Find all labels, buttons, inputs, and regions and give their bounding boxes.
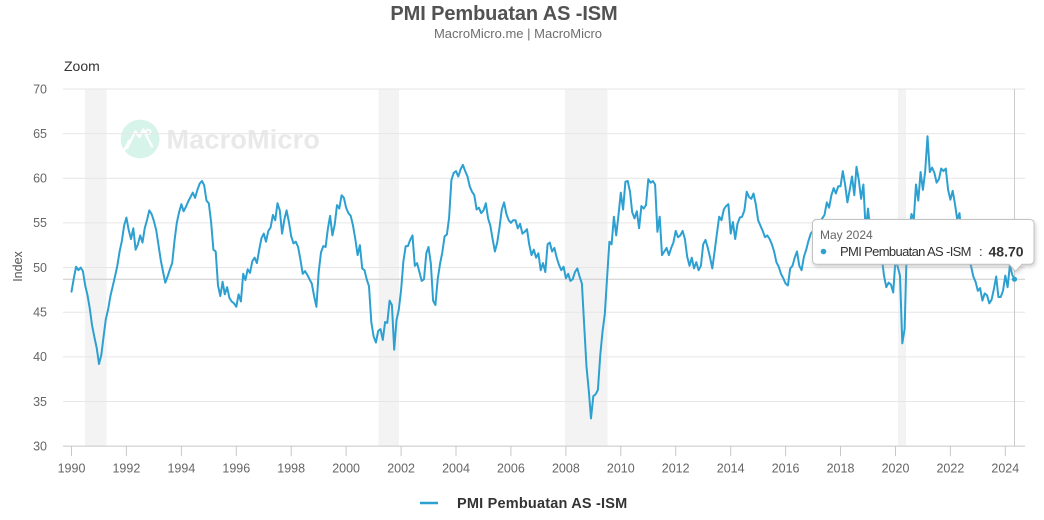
svg-text:2016: 2016 xyxy=(772,461,800,475)
svg-text:Index: Index xyxy=(11,250,25,281)
svg-text:2010: 2010 xyxy=(607,461,635,475)
svg-text:1996: 1996 xyxy=(222,461,250,475)
svg-text:MacroMicro.me | MacroMicro: MacroMicro.me | MacroMicro xyxy=(434,26,602,41)
svg-text:2020: 2020 xyxy=(882,461,910,475)
svg-text::: : xyxy=(979,244,983,259)
svg-text:Zoom: Zoom xyxy=(64,58,100,74)
svg-text:PMI Pembuatan AS -ISM: PMI Pembuatan AS -ISM xyxy=(840,244,971,259)
svg-text:2022: 2022 xyxy=(936,461,964,475)
svg-text:1992: 1992 xyxy=(112,461,140,475)
svg-text:2014: 2014 xyxy=(717,461,745,475)
svg-text:70: 70 xyxy=(33,82,47,96)
svg-text:55: 55 xyxy=(33,216,47,230)
svg-text:48.70: 48.70 xyxy=(989,243,1024,259)
svg-text:45: 45 xyxy=(33,305,47,319)
svg-text:MacroMicro: MacroMicro xyxy=(167,125,321,155)
svg-text:2004: 2004 xyxy=(442,461,470,475)
svg-text:1994: 1994 xyxy=(167,461,195,475)
svg-text:60: 60 xyxy=(33,172,47,186)
svg-text:2000: 2000 xyxy=(332,461,360,475)
svg-text:2002: 2002 xyxy=(387,461,415,475)
svg-text:2018: 2018 xyxy=(827,461,855,475)
svg-text:50: 50 xyxy=(33,261,47,275)
svg-text:PMI Pembuatan AS -ISM: PMI Pembuatan AS -ISM xyxy=(457,496,627,512)
svg-text:2006: 2006 xyxy=(497,461,525,475)
svg-text:May 2024: May 2024 xyxy=(820,228,873,242)
svg-text:1998: 1998 xyxy=(277,461,305,475)
svg-text:30: 30 xyxy=(33,439,47,453)
svg-text:65: 65 xyxy=(33,127,47,141)
svg-text:2024: 2024 xyxy=(991,461,1019,475)
svg-text:35: 35 xyxy=(33,395,47,409)
svg-text:2012: 2012 xyxy=(662,461,690,475)
svg-text:2008: 2008 xyxy=(552,461,580,475)
svg-text:40: 40 xyxy=(33,350,47,364)
svg-text:PMI Pembuatan AS -ISM: PMI Pembuatan AS -ISM xyxy=(390,3,617,25)
svg-text:1990: 1990 xyxy=(58,461,86,475)
